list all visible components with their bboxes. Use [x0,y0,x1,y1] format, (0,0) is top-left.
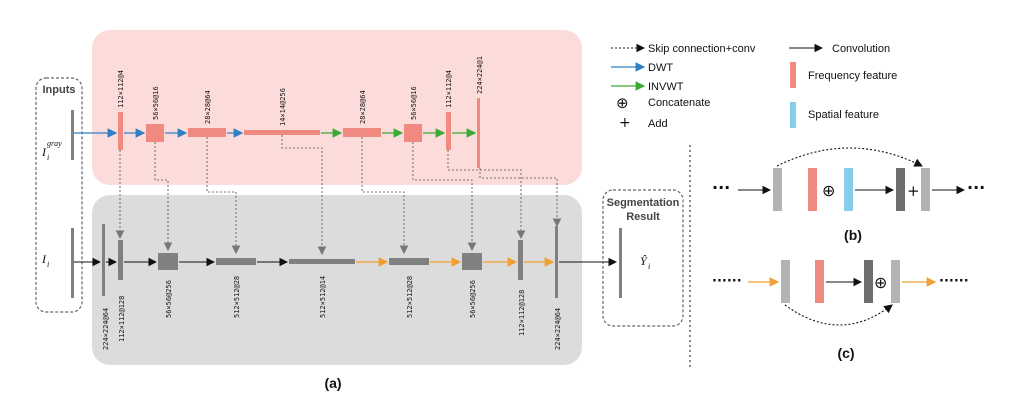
bottom-dim-2: 112×112@128 [118,296,126,342]
c-block-freq [815,260,824,303]
subfigure-b: ··· ⊕ + ··· [712,147,985,211]
freq-block-2 [146,124,164,142]
segmentation-result-box [602,189,684,327]
input-gray-sub: i [47,153,49,162]
legend-spatial: Spatial feature [808,109,879,121]
legend-spatial-swatch [790,102,796,128]
bottom-dim-8: 112×112@128 [518,290,526,336]
input-var: I [41,252,47,266]
legend-add: Add [648,118,668,130]
caption-c: (c) [837,345,854,361]
c-block-1 [781,260,790,303]
top-dim-7: 112×112@4 [445,70,453,108]
legend-invwt: INVWT [648,81,684,93]
b-add: + [907,182,920,200]
top-dim-6: 56×56@16 [410,86,418,120]
spatial-block-5 [289,259,355,264]
spatial-block-3 [158,253,178,270]
freq-block-6 [404,124,422,142]
freq-block-1 [118,112,123,150]
spatial-block-6 [389,258,429,265]
legend: Skip connection+conv DWT INVWT ⊕ Concate… [611,43,897,131]
freq-block-8 [477,98,480,168]
caption-b: (b) [844,227,862,243]
spatial-branch-panel [92,195,582,365]
b-concat: ⊕ [822,181,835,200]
c-dots-right: ······ [939,274,969,289]
spatial-block-7 [462,253,482,270]
legend-concatenate: Concatenate [648,97,710,109]
c-block-dark [864,260,873,303]
legend-frequency: Frequency feature [808,70,897,82]
top-dim-2: 56×56@16 [152,86,160,120]
top-dim-1: 112×112@4 [117,70,125,108]
spatial-block-8 [518,240,523,280]
skip-connections [115,135,562,256]
freq-block-3 [188,128,226,137]
b-block-freq [808,168,817,211]
caption-a: (a) [324,375,341,391]
bottom-dim-3: 56×56@256 [165,280,173,318]
c-dots-left: ······ [712,274,742,289]
freq-block-5 [343,128,381,137]
b-block-2 [921,168,930,211]
spatial-block-9 [555,226,558,298]
bottom-dim-7: 56×56@256 [469,280,477,318]
b-block-dark [896,168,905,211]
bottom-dim-1: 224×224@64 [102,308,110,350]
legend-add-symbol: + [619,115,631,131]
inputs-label: Inputs [43,84,76,96]
legend-convolution: Convolution [832,43,890,55]
frequency-branch-panel [92,30,582,185]
legend-frequency-swatch [790,62,796,88]
top-dim-8: 224×224@1 [476,56,484,94]
legend-concat-symbol: ⊕ [616,94,629,112]
b-dots-right: ··· [967,178,985,197]
output-sub: i [648,262,650,271]
top-dim-5: 28×28@64 [359,90,367,124]
spatial-block-2 [118,240,123,280]
bottom-dim-9: 224×224@64 [554,308,562,350]
input-gray-var: I [41,145,47,159]
result-label: Result [626,211,660,223]
bottom-dim-6: 512×512@28 [406,276,414,318]
input-gray-block [71,110,74,160]
input-sub: i [47,260,49,269]
spatial-block-1 [102,224,105,296]
inputs-box [35,77,83,313]
input-block [71,228,74,298]
output-var: Ŷ [640,254,648,268]
top-dim-4: 14×14@256 [279,88,287,126]
freq-block-7 [446,112,451,150]
subfigure-c: ······ ⊕ ······ [712,260,969,326]
c-block-2 [891,260,900,303]
bottom-dim-4: 512×512@28 [233,276,241,318]
legend-dwt: DWT [648,62,673,74]
b-dots-left: ··· [712,178,730,197]
bottom-dim-5: 512×512@14 [319,276,327,318]
b-block-1 [773,168,782,211]
b-block-spatial [844,168,853,211]
input-gray-sup: gray [47,139,62,148]
legend-skip-conv: Skip connection+conv [648,43,756,55]
segmentation-label: Segmentation [607,197,680,209]
top-dim-3: 28×28@64 [204,90,212,124]
c-concat: ⊕ [874,273,887,292]
spatial-block-4 [216,258,256,265]
freq-block-4 [244,130,320,135]
output-block [619,228,622,298]
